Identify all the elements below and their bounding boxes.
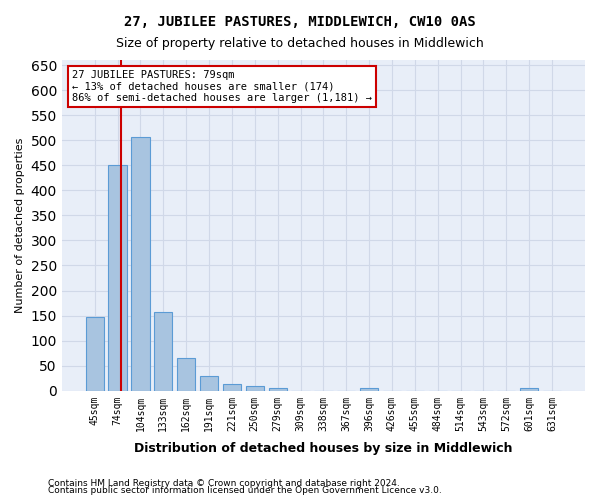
Bar (177, 358, 196, 391)
X-axis label: Distribution of detached houses by size in Middlewich: Distribution of detached houses by size … (134, 442, 512, 455)
Text: Size of property relative to detached houses in Middlewich: Size of property relative to detached ho… (116, 38, 484, 51)
Bar (131, 136, 149, 391)
Bar (86, 316, 104, 391)
Bar (520, 388, 538, 391)
Bar (223, 384, 241, 391)
Bar (360, 388, 378, 391)
Text: Contains public sector information licensed under the Open Government Licence v3: Contains public sector information licen… (48, 486, 442, 495)
Bar (245, 386, 264, 391)
Bar (269, 388, 287, 391)
Y-axis label: Number of detached properties: Number of detached properties (15, 138, 25, 313)
Text: Contains HM Land Registry data © Crown copyright and database right 2024.: Contains HM Land Registry data © Crown c… (48, 478, 400, 488)
Text: 27, JUBILEE PASTURES, MIDDLEWICH, CW10 0AS: 27, JUBILEE PASTURES, MIDDLEWICH, CW10 0… (124, 15, 476, 29)
Text: 27 JUBILEE PASTURES: 79sqm
← 13% of detached houses are smaller (174)
86% of sem: 27 JUBILEE PASTURES: 79sqm ← 13% of deta… (72, 70, 372, 103)
Bar (154, 312, 172, 391)
Bar (109, 165, 127, 391)
Bar (200, 376, 218, 391)
